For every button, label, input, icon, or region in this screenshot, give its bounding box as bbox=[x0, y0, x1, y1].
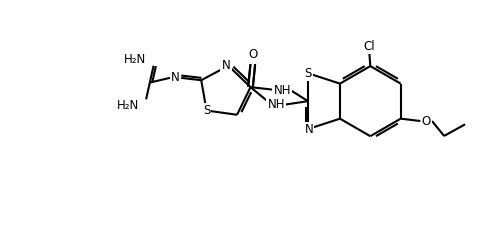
Text: O: O bbox=[248, 48, 258, 61]
Text: N: N bbox=[171, 71, 180, 84]
Text: Cl: Cl bbox=[364, 40, 375, 53]
Text: H₂N: H₂N bbox=[125, 53, 147, 66]
Text: S: S bbox=[304, 67, 312, 80]
Text: O: O bbox=[422, 114, 431, 128]
Text: NH: NH bbox=[274, 84, 291, 97]
Text: O: O bbox=[249, 50, 258, 63]
Text: N: N bbox=[222, 59, 230, 72]
Text: H₂N: H₂N bbox=[117, 99, 139, 112]
Text: N: N bbox=[305, 124, 313, 137]
Text: NH: NH bbox=[267, 98, 285, 111]
Text: S: S bbox=[203, 104, 210, 117]
